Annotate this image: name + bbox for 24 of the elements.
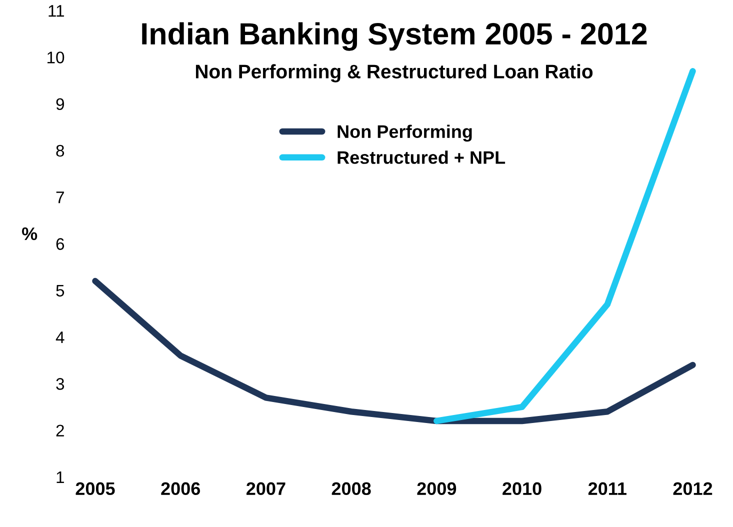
text: Non Performing & Restructured Loan Ratio (196, 64, 593, 82)
legend-label: Non Performing (338, 124, 472, 142)
y-tick-label: 2 (56, 424, 64, 436)
y-tick-label: 8 (56, 144, 64, 157)
y-tick-label: 3 (56, 378, 64, 390)
x-tick-label: 2010 (502, 482, 542, 496)
x-tick-label: 2005 (76, 482, 115, 496)
x-tick-label: 2008 (332, 482, 371, 496)
y-tick-label: 7 (56, 192, 64, 204)
x-tick-label: 2007 (246, 482, 286, 496)
x-tick-label: 2006 (161, 482, 200, 496)
x-tick-label: 2011 (588, 482, 626, 496)
y-tick-label: 6 (56, 238, 64, 250)
y-tick-label: 9 (56, 98, 64, 110)
y-tick-label: 10 (48, 52, 64, 64)
chart-title: Indian Banking System 2005 - 2012 (142, 22, 647, 51)
x-tick-label: 2009 (417, 482, 456, 496)
y-tick-label: 11 (48, 5, 64, 17)
y-tick-label: 4 (56, 332, 64, 344)
x-tick-label: 2012 (673, 482, 712, 496)
y-tick-label: 5 (56, 284, 64, 297)
y-tick-label: 1 (56, 472, 64, 483)
legend-label: Restructured + NPL (338, 150, 506, 164)
y-axis-title: % (22, 227, 38, 240)
